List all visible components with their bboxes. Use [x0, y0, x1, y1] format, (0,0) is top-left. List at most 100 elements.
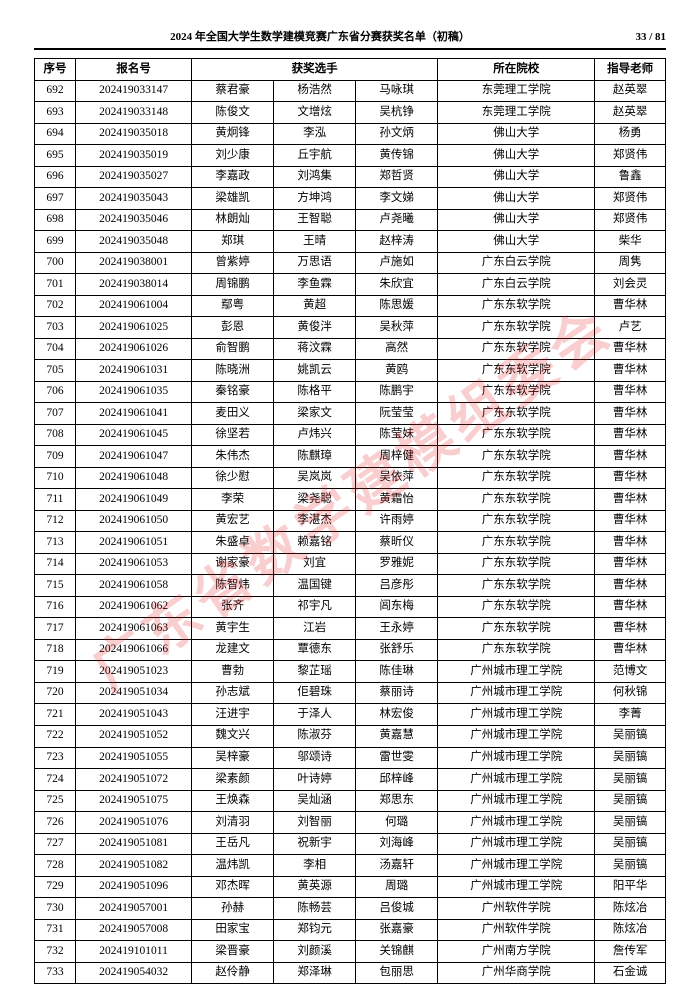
cell-member: 吴梓豪 [192, 747, 274, 769]
cell-seq: 715 [35, 575, 76, 597]
cell-member: 陈淑芬 [274, 725, 356, 747]
cell-member: 姚凯云 [274, 360, 356, 382]
cell-school: 广州软件学院 [438, 898, 595, 920]
cell-teacher: 吴丽镐 [595, 855, 666, 877]
cell-seq: 703 [35, 317, 76, 339]
cell-school: 东莞理工学院 [438, 102, 595, 124]
cell-member: 王智聪 [274, 209, 356, 231]
cell-member: 李鱼霖 [274, 274, 356, 296]
cell-member: 朱盛卓 [192, 532, 274, 554]
cell-member: 蔡丽诗 [356, 682, 438, 704]
cell-member: 叶诗婷 [274, 769, 356, 791]
cell-member: 魏文兴 [192, 725, 274, 747]
table-row: 699202419035048郑琪王晴赵梓涛佛山大学柴华 [35, 231, 666, 253]
cell-member: 曾紫婷 [192, 252, 274, 274]
cell-member: 吴灿涵 [274, 790, 356, 812]
cell-member: 温炜凯 [192, 855, 274, 877]
cell-member: 李文娣 [356, 188, 438, 210]
cell-teacher: 曹华林 [595, 639, 666, 661]
cell-member: 朱欣宜 [356, 274, 438, 296]
cell-reg: 202419061049 [76, 489, 192, 511]
cell-member: 刘宜 [274, 553, 356, 575]
cell-member: 温国键 [274, 575, 356, 597]
table-row: 700202419038001曾紫婷万思语卢施如广东白云学院周隽 [35, 252, 666, 274]
cell-member: 黄宇生 [192, 618, 274, 640]
table-row: 695202419035019刘少康丘宇航黄传锦佛山大学郑贤伟 [35, 145, 666, 167]
cell-member: 文增炫 [274, 102, 356, 124]
cell-reg: 202419051034 [76, 682, 192, 704]
col-reg: 报名号 [76, 59, 192, 81]
cell-member: 朱伟杰 [192, 446, 274, 468]
cell-teacher: 郑贤伟 [595, 145, 666, 167]
cell-member: 关锦麒 [356, 941, 438, 963]
table-row: 726202419051076刘清羽刘智丽何璐广州城市理工学院吴丽镐 [35, 812, 666, 834]
cell-reg: 202419061063 [76, 618, 192, 640]
cell-member: 雷世雯 [356, 747, 438, 769]
table-row: 696202419035027李嘉政刘鸿集郑哲贤佛山大学鲁鑫 [35, 166, 666, 188]
cell-school: 广东东软学院 [438, 424, 595, 446]
cell-seq: 697 [35, 188, 76, 210]
cell-seq: 718 [35, 639, 76, 661]
cell-member: 蒋汶霖 [274, 338, 356, 360]
cell-school: 佛山大学 [438, 231, 595, 253]
cell-member: 马咏琪 [356, 80, 438, 102]
cell-reg: 202419061031 [76, 360, 192, 382]
cell-member: 彭恩 [192, 317, 274, 339]
cell-reg: 202419035046 [76, 209, 192, 231]
cell-teacher: 鲁鑫 [595, 166, 666, 188]
cell-member: 郑哲贤 [356, 166, 438, 188]
col-seq: 序号 [35, 59, 76, 81]
cell-member: 孙赫 [192, 898, 274, 920]
cell-member: 徐少慰 [192, 467, 274, 489]
cell-reg: 202419051052 [76, 725, 192, 747]
table-row: 694202419035018黄炯锋李泓孙文炳佛山大学杨勇 [35, 123, 666, 145]
table-head: 序号 报名号 获奖选手 所在院校 指导老师 [35, 59, 666, 81]
table-row: 707202419061041麦田义梁家文阮莹莹广东东软学院曹华林 [35, 403, 666, 425]
table-row: 723202419051055吴梓豪邬颂诗雷世雯广州城市理工学院吴丽镐 [35, 747, 666, 769]
cell-teacher: 曹华林 [595, 618, 666, 640]
cell-member: 卢施如 [356, 252, 438, 274]
cell-school: 佛山大学 [438, 145, 595, 167]
cell-member: 陈智炜 [192, 575, 274, 597]
cell-reg: 202419061045 [76, 424, 192, 446]
cell-reg: 202419051081 [76, 833, 192, 855]
table-row: 698202419035046林朗灿王智聪卢尧曦佛山大学郑贤伟 [35, 209, 666, 231]
cell-teacher: 阳平华 [595, 876, 666, 898]
cell-seq: 733 [35, 962, 76, 984]
cell-teacher: 曹华林 [595, 553, 666, 575]
cell-seq: 707 [35, 403, 76, 425]
cell-member: 龙建文 [192, 639, 274, 661]
cell-member: 黄超 [274, 295, 356, 317]
cell-member: 陈畅芸 [274, 898, 356, 920]
cell-member: 许雨婷 [356, 510, 438, 532]
cell-school: 广东白云学院 [438, 252, 595, 274]
cell-seq: 710 [35, 467, 76, 489]
cell-teacher: 曹华林 [595, 403, 666, 425]
cell-teacher: 郑贤伟 [595, 188, 666, 210]
cell-reg: 202419061062 [76, 596, 192, 618]
cell-member: 陈晓洲 [192, 360, 274, 382]
cell-teacher: 曹华林 [595, 424, 666, 446]
cell-teacher: 吴丽镐 [595, 747, 666, 769]
cell-seq: 708 [35, 424, 76, 446]
table-row: 703202419061025彭恩黄俊泮吴秋萍广东东软学院卢艺 [35, 317, 666, 339]
table-row: 718202419061066龙建文覃德东张舒乐广东东软学院曹华林 [35, 639, 666, 661]
cell-school: 广东东软学院 [438, 618, 595, 640]
cell-teacher: 郑贤伟 [595, 209, 666, 231]
cell-member: 陈麒璋 [274, 446, 356, 468]
cell-school: 广东东软学院 [438, 553, 595, 575]
cell-seq: 701 [35, 274, 76, 296]
cell-member: 陈格平 [274, 381, 356, 403]
cell-member: 邱梓峰 [356, 769, 438, 791]
cell-school: 广州城市理工学院 [438, 725, 595, 747]
cell-member: 于泽人 [274, 704, 356, 726]
cell-reg: 202419051072 [76, 769, 192, 791]
cell-member: 周锦鹏 [192, 274, 274, 296]
cell-member: 王永婷 [356, 618, 438, 640]
cell-seq: 693 [35, 102, 76, 124]
cell-member: 祁宇凡 [274, 596, 356, 618]
table-row: 720202419051034孙志斌佢碧珠蔡丽诗广州城市理工学院何秋锦 [35, 682, 666, 704]
cell-school: 广东东软学院 [438, 381, 595, 403]
table-row: 714202419061053谢家豪刘宜罗雅妮广东东软学院曹华林 [35, 553, 666, 575]
cell-reg: 202419061053 [76, 553, 192, 575]
